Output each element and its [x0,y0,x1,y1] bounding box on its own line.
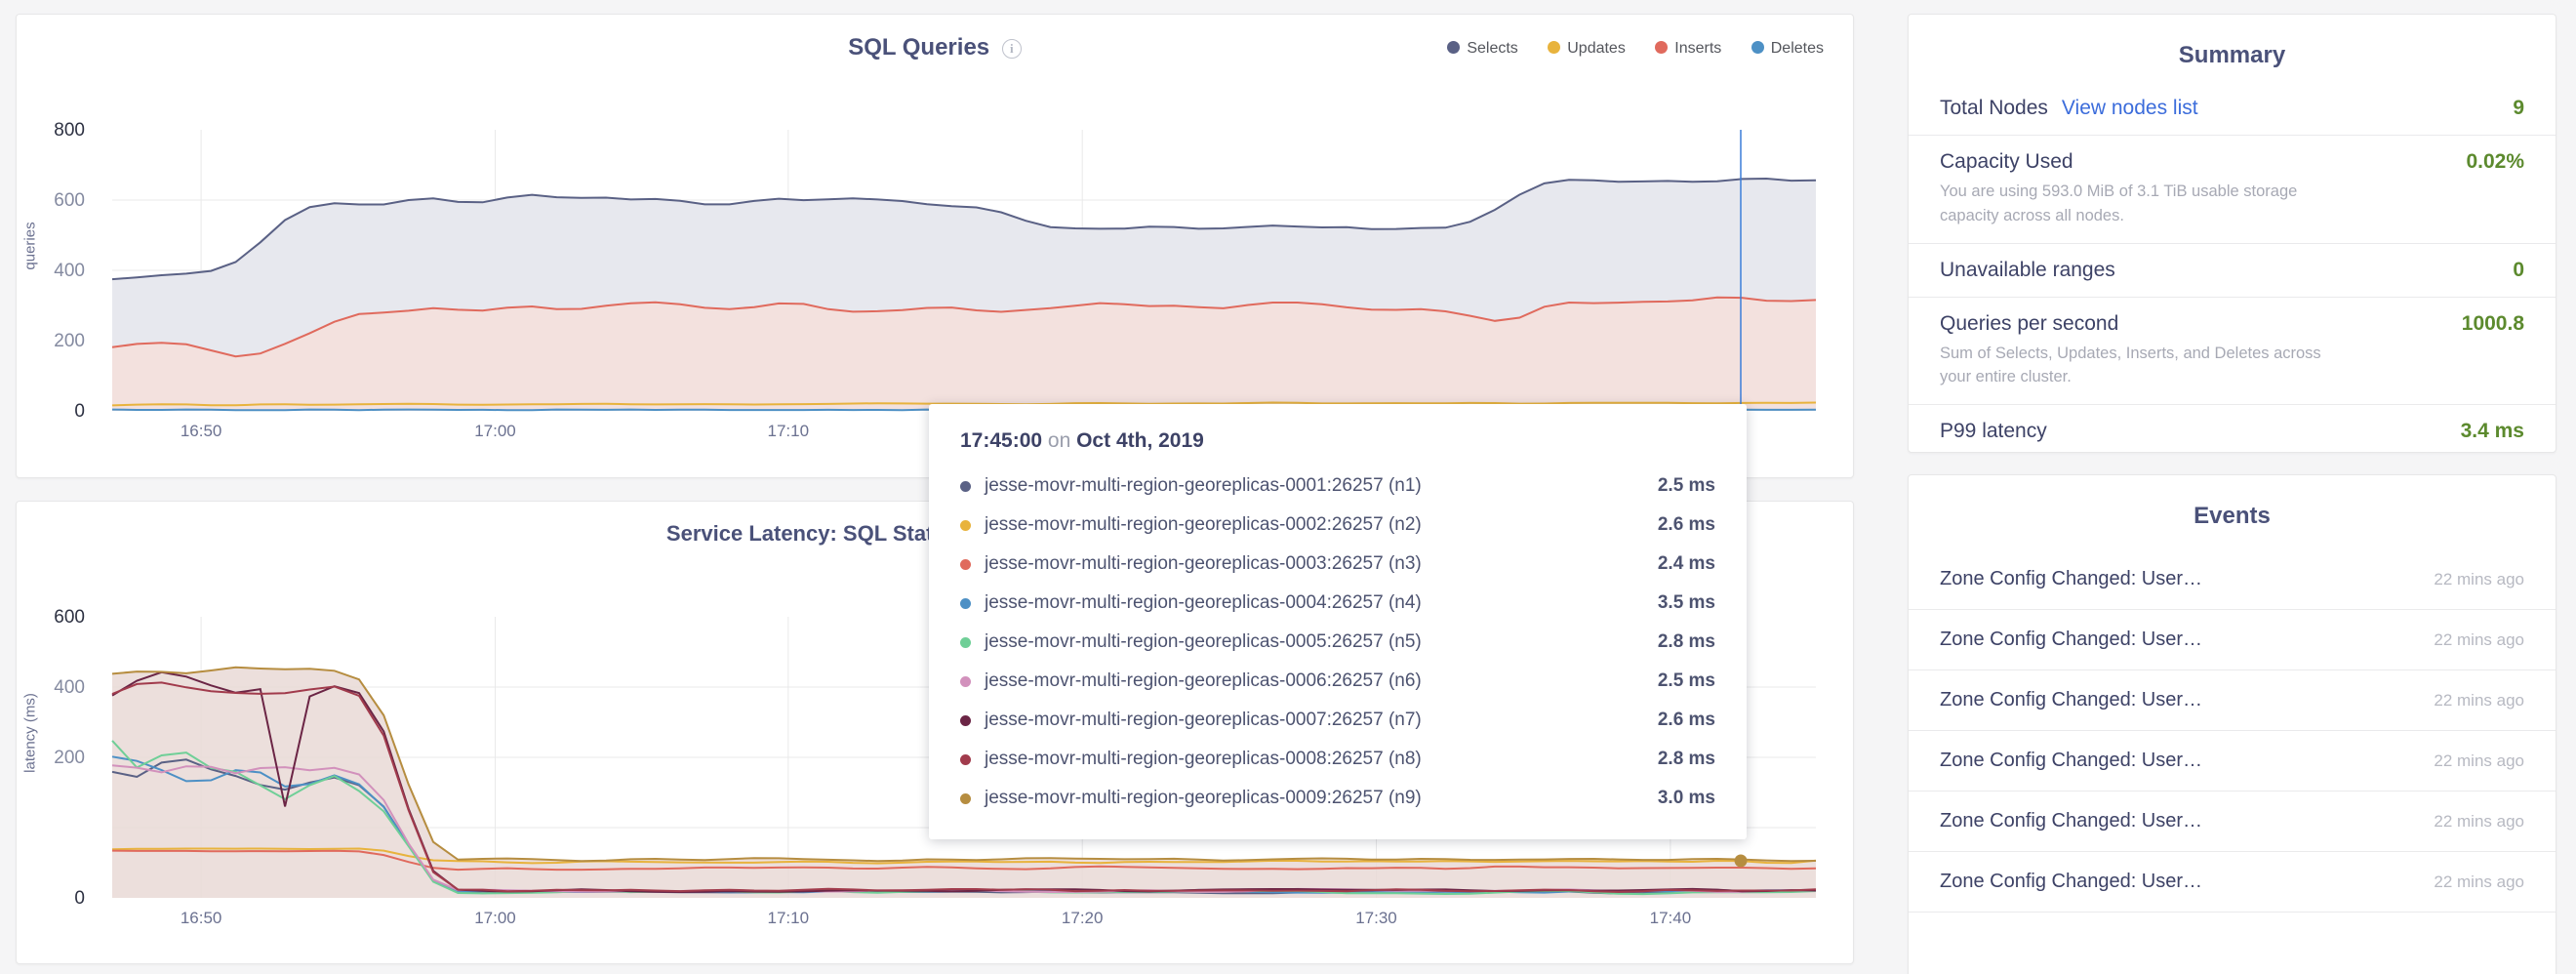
svg-text:0: 0 [74,888,85,909]
svg-text:17:20: 17:20 [1062,909,1104,927]
svg-text:16:50: 16:50 [181,422,222,440]
svg-text:17:00: 17:00 [474,909,516,927]
svg-text:400: 400 [54,261,85,281]
svg-text:17:10: 17:10 [768,909,810,927]
svg-text:16:50: 16:50 [181,909,222,927]
svg-text:600: 600 [54,607,85,628]
svg-text:0: 0 [74,401,85,422]
svg-text:200: 200 [54,331,85,351]
svg-text:17:00: 17:00 [474,422,516,440]
svg-text:400: 400 [54,677,85,698]
svg-text:17:30: 17:30 [1355,909,1397,927]
svg-text:200: 200 [54,748,85,768]
svg-text:17:40: 17:40 [1650,909,1692,927]
svg-text:800: 800 [54,120,85,141]
svg-text:17:10: 17:10 [768,422,810,440]
svg-text:600: 600 [54,190,85,211]
